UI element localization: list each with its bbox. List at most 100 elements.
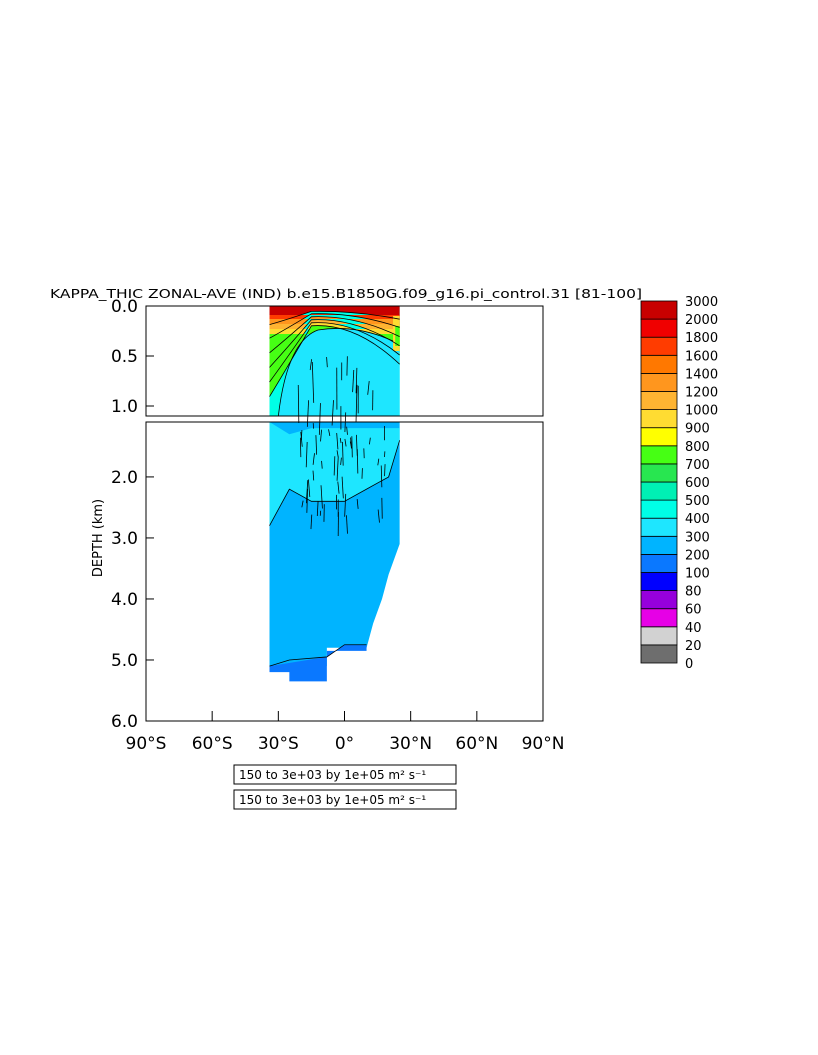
colorbar-swatch <box>640 427 678 447</box>
contour-line <box>336 456 339 481</box>
colorbar-label: 1600 <box>685 349 718 364</box>
colorbar-label: 2000 <box>685 313 718 328</box>
y-tick-label: 0.0 <box>111 297 138 317</box>
field-upper-interior <box>278 328 400 416</box>
chart-title: KAPPA_THIC ZONAL-AVE (IND) b.e15.B1850G.… <box>50 286 642 301</box>
colorbar-swatch <box>640 608 678 628</box>
contour-line <box>321 460 323 469</box>
contour-line <box>306 488 308 513</box>
colorbar-swatch <box>640 391 678 411</box>
y-tick-label: 2.0 <box>111 468 138 488</box>
colorbar-swatch <box>640 481 678 501</box>
contour-line <box>352 369 355 393</box>
contour-line <box>349 441 353 449</box>
field-abyssal <box>269 644 367 682</box>
contour-line <box>315 435 318 455</box>
contour-line <box>342 441 344 466</box>
contour-line <box>269 440 401 526</box>
field-band <box>269 313 400 339</box>
colorbar-label: 60 <box>685 603 702 618</box>
field-east-boundary-inner <box>395 326 400 346</box>
colorbar-label: 3000 <box>685 295 718 310</box>
contour-line <box>380 465 383 488</box>
contour-line <box>269 316 400 354</box>
contour-line <box>305 441 308 468</box>
y-axis: 0.0 0.5 1.0 2.0 3.0 4.0 5.0 6.0 <box>111 297 154 732</box>
upper-panel-frame <box>145 305 544 417</box>
contour-line <box>305 480 309 504</box>
x-tick-label: 30°N <box>389 734 432 754</box>
contour-line <box>318 403 321 435</box>
colorbar-swatch <box>640 626 678 646</box>
colorbar-label: 1200 <box>685 386 718 401</box>
contour-line <box>331 400 334 426</box>
contour-fields <box>269 306 400 682</box>
colorbar-label: 400 <box>685 512 710 527</box>
contour-line <box>356 434 358 456</box>
contour-line <box>336 432 339 450</box>
contour-info-1: 150 to 3e+03 by 1e+05 m² s⁻¹ <box>239 768 426 782</box>
contour-line <box>301 500 304 508</box>
contour-line <box>269 310 400 325</box>
colorbar-label: 500 <box>685 494 710 509</box>
x-tick-label: 0° <box>335 734 354 754</box>
contour-line <box>320 485 323 509</box>
contour-line <box>336 450 339 457</box>
contour-line <box>339 437 342 444</box>
contour-line <box>269 322 400 383</box>
contour-line <box>333 456 336 476</box>
colorbar-swatch <box>640 318 678 338</box>
colorbar-swatch <box>640 644 678 664</box>
x-tick-label: 60°S <box>192 734 233 754</box>
contour-line <box>341 476 344 499</box>
colorbar-label: 1000 <box>685 404 718 419</box>
x-tick-label: 90°S <box>126 734 167 754</box>
contour-line <box>346 515 348 534</box>
contour-line <box>377 509 380 523</box>
y-tick-label: 5.0 <box>111 651 138 671</box>
field-band <box>269 306 400 325</box>
colorbar-label: 1400 <box>685 367 718 382</box>
contour-lines <box>269 310 401 667</box>
contour-line <box>269 319 400 368</box>
contour-line <box>320 429 322 442</box>
contour-line <box>328 429 331 436</box>
colorbar-label: 600 <box>685 476 710 491</box>
contour-line <box>340 457 342 466</box>
x-tick-label: 60°N <box>455 734 498 754</box>
colorbar-label: 80 <box>685 585 702 600</box>
y-axis-label: DEPTH (km) <box>91 499 106 577</box>
contour-info-box-2: 150 to 3e+03 by 1e+05 m² s⁻¹ <box>233 789 457 810</box>
colorbar-label: 200 <box>685 548 710 563</box>
colorbar-swatch <box>640 336 678 356</box>
colorbar-swatch <box>640 445 678 465</box>
colorbar-swatch <box>640 517 678 537</box>
contour-line <box>269 644 367 667</box>
colorbar: 0 20 40 60 80 100 200 300 400 500 600 700 800 900 1000… <box>640 295 718 672</box>
contour-info-box-1: 150 to 3e+03 by 1e+05 m² s⁻¹ <box>233 764 457 785</box>
y-tick-label: 3.0 <box>111 529 138 549</box>
colorbar-swatch <box>640 499 678 519</box>
y-tick-label: 0.5 <box>111 347 138 367</box>
colorbar-swatch <box>640 572 678 592</box>
contour-line <box>369 437 371 445</box>
field-band <box>269 319 400 368</box>
contour-line <box>326 357 328 368</box>
x-tick-label: 90°N <box>522 734 565 754</box>
contour-line <box>377 458 380 466</box>
colorbar-swatch <box>640 535 678 555</box>
colorbar-label: 20 <box>685 639 702 654</box>
contour-line <box>337 481 340 494</box>
contour-info-2: 150 to 3e+03 by 1e+05 m² s⁻¹ <box>239 793 426 807</box>
contour-line <box>346 426 348 435</box>
x-axis: 90°S 60°S 30°S 0° 30°N 60°N 90°N <box>126 711 565 754</box>
colorbar-label: 700 <box>685 458 710 473</box>
colorbar-swatch <box>640 463 678 483</box>
colorbar-label: 800 <box>685 440 710 455</box>
colorbar-label: 0 <box>685 657 693 672</box>
contour-line <box>297 384 300 424</box>
colorbar-label: 1800 <box>685 331 718 346</box>
contour-line <box>269 325 400 397</box>
colorbar-swatch <box>640 300 678 320</box>
